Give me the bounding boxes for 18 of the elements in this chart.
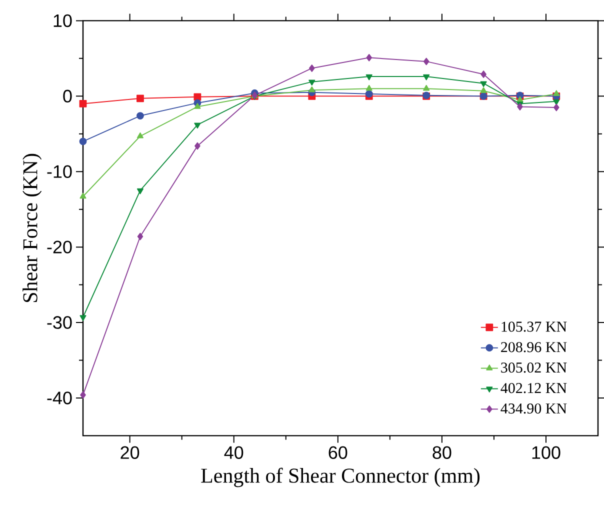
- y-tick-label: -40: [47, 392, 72, 404]
- legend-label: 402.12 KN: [500, 383, 567, 394]
- y-tick-label: 10: [54, 14, 72, 28]
- x-tick-label: 20: [120, 446, 140, 459]
- y-tick-label: -30: [47, 316, 72, 329]
- y-tick-label: 0: [63, 90, 72, 103]
- x-tick-label: 80: [432, 446, 452, 459]
- x-tick-label: 40: [224, 446, 244, 459]
- legend-label: 105.37 KN: [502, 322, 567, 332]
- y-tick-label: -20: [47, 240, 72, 254]
- legend-label: 208.96 KN: [501, 342, 567, 352]
- x-axis-title: Length of Shear Connector (mm): [201, 468, 480, 488]
- x-tick-label: 60: [328, 446, 348, 459]
- legend-label: 434.90 KN: [500, 403, 567, 414]
- legend-label: 305.02 KN: [501, 362, 567, 373]
- y-tick-label: -10: [47, 165, 72, 178]
- y-axis-title: Shear Force (KN): [22, 154, 42, 302]
- x-tick-label: 100: [532, 446, 560, 459]
